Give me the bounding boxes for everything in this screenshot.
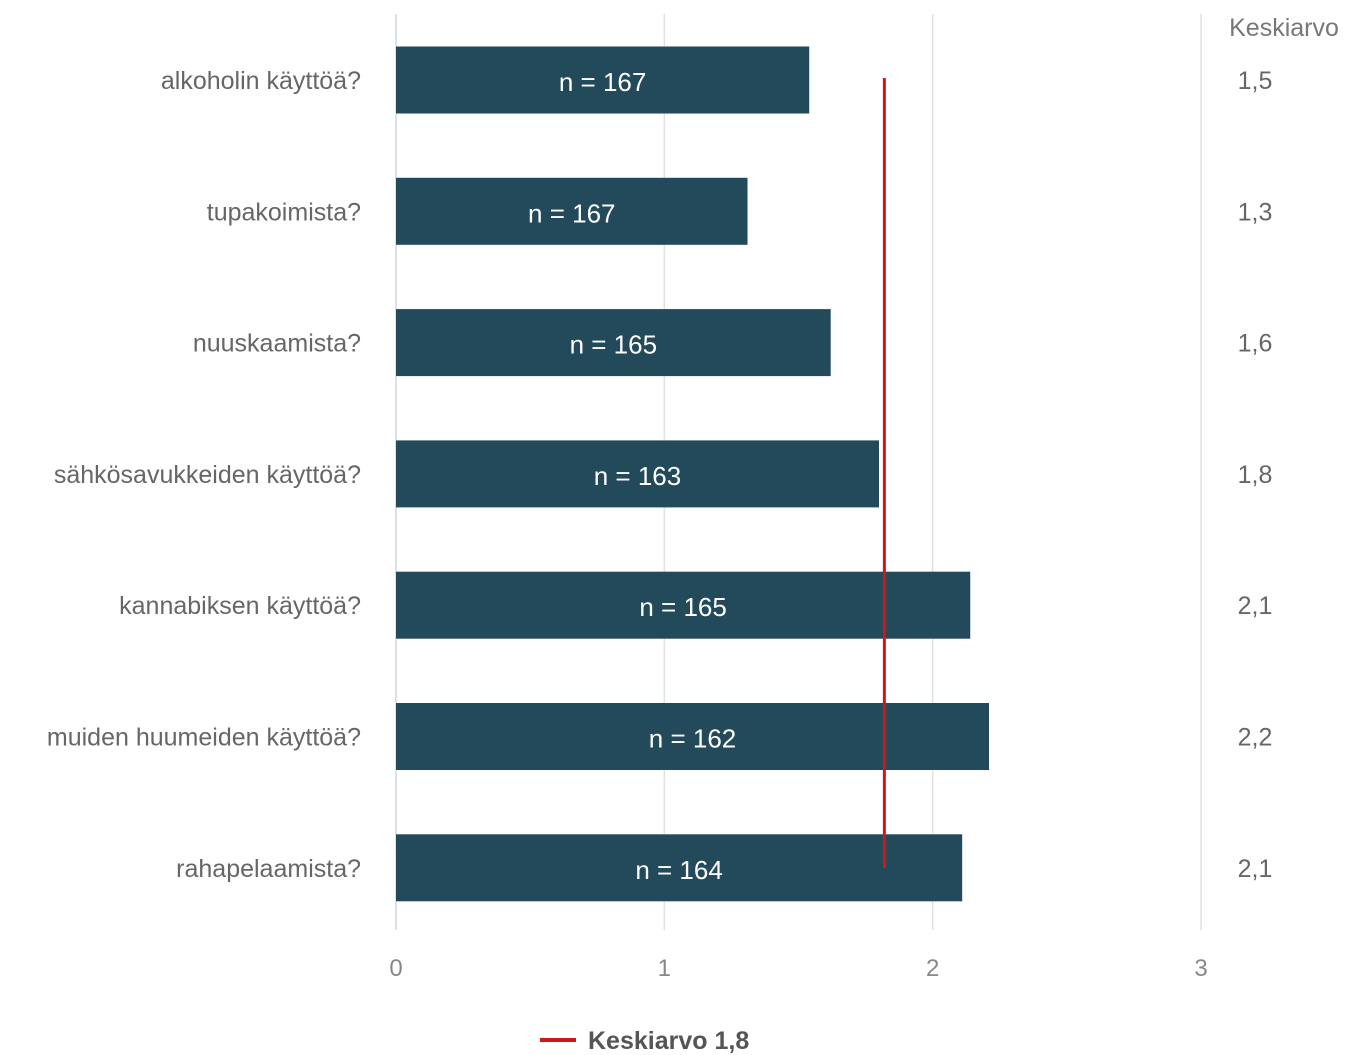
bar (396, 571, 971, 639)
bars (396, 46, 990, 902)
bar (396, 177, 748, 245)
x-axis-tick-labels: 0 1 2 3 (389, 955, 1207, 982)
bar (396, 46, 810, 114)
bar-value-label: n = 164 (635, 855, 722, 885)
x-tick-label: 0 (389, 955, 402, 982)
legend-label: Keskiarvo 1,8 (588, 1027, 749, 1055)
bar-labels: n = 167 n = 167 n = 165 n = 163 n = 165 n = 1… (528, 67, 736, 885)
category-label: sähkösavukkeiden käyttöä? (54, 461, 361, 489)
category-label: tupakoimista? (207, 198, 361, 226)
bar-value-label: n = 167 (528, 198, 615, 228)
mean-value-label: 2,2 (1238, 724, 1273, 752)
bar-value-label: n = 165 (639, 592, 726, 622)
x-tick-label: 3 (1194, 955, 1207, 982)
mean-value-label: 1,6 (1238, 330, 1273, 358)
bar (396, 834, 963, 902)
bar-value-label: n = 162 (649, 724, 736, 754)
bar-value-label: n = 165 (570, 330, 657, 360)
category-label: muiden huumeiden käyttöä? (47, 724, 361, 752)
mean-column: Keskiarvo 1,5 1,3 1,6 1,8 2,1 2,2 2,1 (1229, 14, 1339, 883)
category-label: kannabiksen käyttöä? (119, 592, 361, 620)
mean-value-label: 1,3 (1238, 198, 1273, 226)
category-labels: alkoholin käyttöä? tupakoimista? nuuskaami… (47, 67, 361, 883)
mean-value-label: 1,8 (1238, 461, 1273, 489)
x-tick-label: 1 (658, 955, 671, 982)
mean-value-label: 1,5 (1238, 67, 1273, 95)
bar (396, 440, 879, 508)
x-tick-label: 2 (926, 955, 939, 982)
legend: Keskiarvo 1,8 (540, 1027, 749, 1055)
category-label: alkoholin käyttöä? (161, 67, 361, 95)
category-label: rahapelaamista? (176, 855, 361, 883)
category-label: nuuskaamista? (193, 330, 361, 358)
bar-value-label: n = 167 (559, 67, 646, 97)
bar (396, 309, 831, 377)
bar-value-label: n = 163 (594, 461, 681, 491)
mean-column-header: Keskiarvo (1229, 14, 1339, 42)
mean-value-label: 2,1 (1238, 592, 1273, 620)
mean-value-label: 2,1 (1238, 855, 1273, 883)
bar (396, 703, 990, 770)
